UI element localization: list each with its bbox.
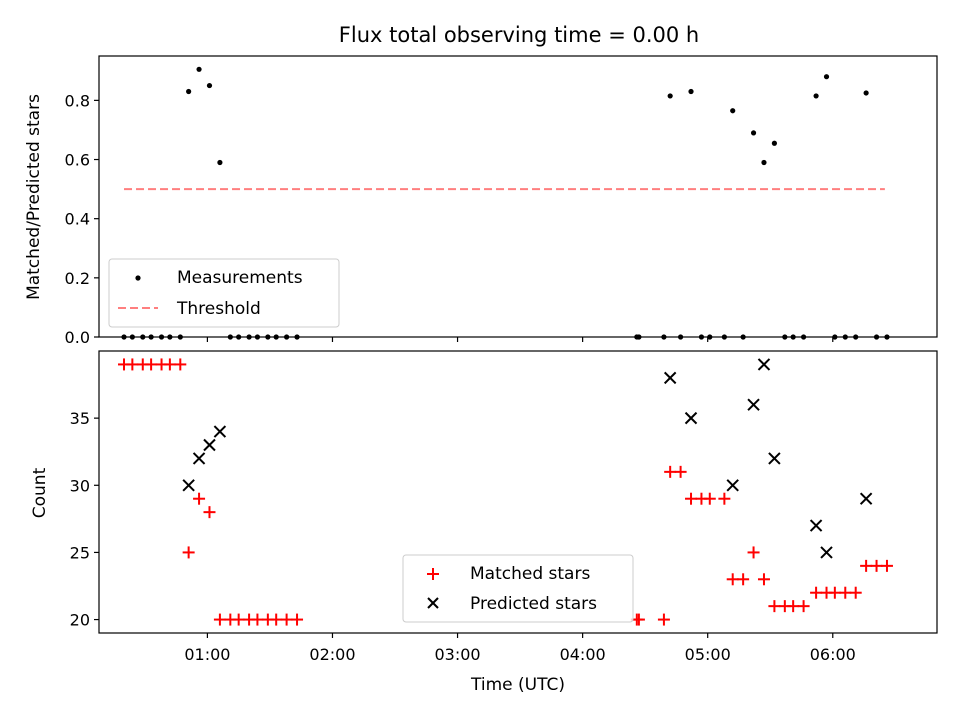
matched-star-point	[203, 506, 216, 519]
matched-star-point	[632, 613, 645, 626]
bottom-x-tick-label: 02:00	[309, 645, 355, 664]
predicted-star-point	[213, 425, 227, 438]
chart-title: Flux total observing time = 0.00 h	[339, 23, 699, 47]
predicted-star-point	[192, 452, 206, 465]
matched-star-point	[737, 573, 750, 586]
predicted-star-point	[747, 398, 760, 411]
matched-star-point	[291, 613, 304, 626]
matched-star-point	[839, 586, 852, 599]
measurement-point	[186, 88, 192, 95]
matched-star-point	[787, 600, 800, 613]
predicted-star-point	[757, 358, 771, 371]
predicted-star-point	[768, 452, 781, 465]
top-y-tick-label: 0.2	[65, 269, 90, 288]
top-legend: Measurements Threshold	[108, 258, 340, 328]
bottom-y-tick-label: 25	[70, 543, 90, 562]
matched-star-point	[718, 492, 731, 505]
matched-star-point	[163, 358, 176, 371]
predicted-star-point	[663, 371, 677, 385]
matched-star-point	[797, 600, 810, 613]
legend-measurements-label: Measurements	[177, 268, 303, 288]
legend-measurements-marker	[135, 275, 141, 281]
matched-star-point	[747, 546, 760, 559]
measurement-point	[196, 66, 202, 72]
matched-star-point	[703, 492, 716, 505]
matched-star-point	[674, 465, 687, 478]
matched-star-point	[768, 600, 781, 613]
bottom-x-tick-label: 03:00	[434, 645, 480, 664]
matched-star-point	[870, 559, 883, 572]
measurement-point	[771, 140, 778, 146]
bottom-x-tick-label: 01:00	[184, 645, 230, 664]
bottom-panel-axes: 20 25 30 35 01:00 02:00 03:00 04:00 05:00 06:00	[70, 350, 938, 664]
bottom-x-axis-label: Time (UTC)	[470, 675, 565, 695]
matched-star-point	[657, 613, 670, 626]
matched-star-point	[193, 492, 206, 505]
bottom-panel-marks	[118, 358, 893, 626]
measurement-point	[761, 159, 767, 166]
legend-matched-marker	[427, 568, 439, 580]
matched-star-point	[182, 546, 195, 559]
matched-star-point	[726, 573, 739, 586]
predicted-star-point	[809, 519, 823, 532]
bottom-y-tick-label: 35	[70, 409, 90, 428]
legend-threshold-label: Threshold	[176, 299, 261, 319]
legend-predicted-marker	[427, 597, 439, 609]
top-panel: 0.00.20.40.60.8 Matched/Predicted stars …	[24, 55, 938, 347]
predicted-star-point	[684, 411, 698, 425]
bottom-x-tick-label: 05:00	[685, 645, 731, 664]
matched-star-point	[232, 613, 245, 626]
measurement-point	[217, 159, 223, 166]
predicted-star-point	[182, 479, 195, 492]
measurement-point	[730, 108, 736, 114]
matched-star-point	[849, 586, 862, 599]
measurement-point	[813, 93, 819, 99]
top-y-tick-label: 0.4	[65, 210, 90, 229]
measurement-point	[667, 93, 673, 99]
bottom-panel: 20 25 30 35 01:00 02:00 03:00 04:00 05:00 06:00 C…	[30, 350, 938, 695]
matched-star-point	[664, 465, 677, 478]
matched-star-point	[757, 573, 770, 586]
predicted-star-point	[203, 438, 216, 452]
predicted-star-point	[859, 492, 873, 505]
bottom-legend-box	[402, 554, 634, 623]
matched-star-point	[270, 613, 283, 626]
measurement-point	[206, 82, 213, 89]
top-panel-axes: 0.0 0.2 0.4 0.6 0.8	[65, 55, 938, 347]
matched-star-point	[251, 613, 264, 626]
bottom-legend: Matched stars Predicted stars	[402, 554, 634, 623]
matched-star-point	[174, 358, 187, 371]
measurement-point	[863, 90, 869, 96]
matched-star-point	[145, 358, 158, 371]
bottom-y-tick-label: 20	[70, 611, 90, 630]
bottom-x-tick-label: 04:00	[560, 645, 606, 664]
predicted-star-point	[726, 479, 739, 492]
bottom-x-tick-label: 06:00	[810, 645, 856, 664]
matched-star-point	[880, 559, 893, 572]
measurement-point	[688, 88, 694, 95]
matched-star-point	[860, 559, 873, 572]
bottom-y-axis-label: Count	[30, 467, 50, 518]
matched-star-point	[213, 613, 226, 626]
measurement-point	[750, 130, 757, 136]
legend-matched-label: Matched stars	[470, 564, 590, 584]
top-y-tick-label: 0.6	[65, 151, 90, 170]
measurement-point	[823, 74, 830, 80]
legend-predicted-label: Predicted stars	[470, 594, 597, 614]
top-y-tick-label: 0.0	[65, 328, 90, 347]
matched-star-point	[685, 492, 698, 505]
top-y-tick-label: 0.8	[65, 91, 90, 110]
matched-star-point	[280, 613, 293, 626]
top-axes-frame	[98, 55, 938, 338]
top-y-axis-label: Matched/Predicted stars	[24, 94, 44, 300]
matched-star-point	[828, 586, 841, 599]
bottom-axes-frame	[98, 350, 938, 634]
top-legend-box	[108, 258, 340, 328]
predicted-star-point	[820, 546, 833, 559]
bottom-y-tick-label: 30	[70, 476, 90, 495]
matched-star-point	[810, 586, 823, 599]
matched-star-point	[126, 358, 139, 371]
